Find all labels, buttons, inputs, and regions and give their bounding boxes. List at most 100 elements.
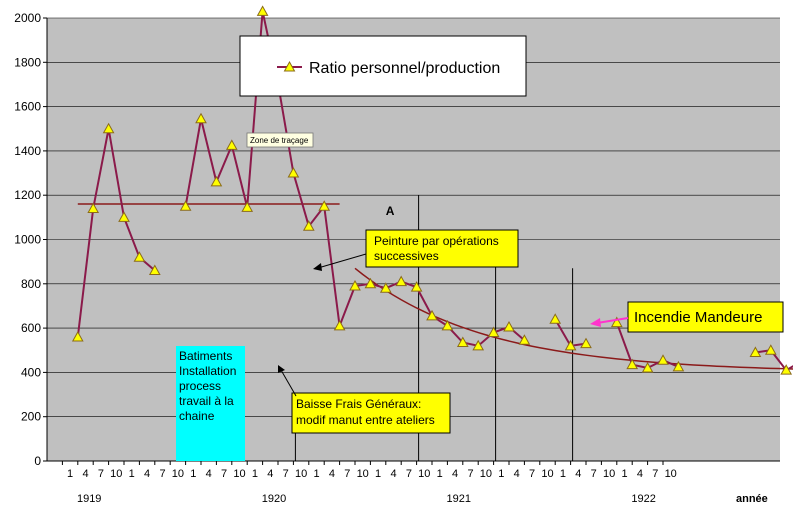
note-baisse-line2: modif manut entre ateliers [296, 413, 435, 427]
y-tick-label: 0 [34, 454, 41, 468]
y-tick-label: 1800 [14, 55, 41, 69]
year-label: 1921 [447, 493, 471, 505]
data-point [349, 279, 361, 291]
y-tick-label: 1200 [14, 188, 41, 202]
arrow-incendie [596, 317, 629, 324]
y-tick-label: 200 [21, 410, 41, 424]
data-point [87, 202, 100, 213]
trend-line [354, 267, 793, 370]
zone-tooltip-text: Zone de traçage [250, 136, 309, 145]
data-point [379, 282, 392, 293]
note-batiments-line3: process [179, 379, 221, 393]
note-baisse: Baisse Frais Généraux: modif manut entre… [291, 392, 451, 434]
data-point [764, 344, 777, 355]
data-point [302, 220, 315, 231]
x-tick-label: 7 [283, 468, 289, 480]
data-point [518, 334, 531, 345]
x-tick-label: 10 [295, 468, 307, 480]
note-batiments: Batiments Installation process travail à… [176, 346, 245, 461]
data-point [395, 275, 408, 287]
note-incendie-text: Incendie Mandeure [634, 309, 762, 326]
data-point [102, 122, 115, 134]
x-tick-label: 10 [110, 468, 122, 480]
x-tick-label: 10 [665, 468, 677, 480]
arrows [278, 253, 629, 397]
y-tick-label: 600 [21, 321, 41, 335]
data-point [780, 364, 793, 375]
data-point [225, 139, 238, 150]
y-tick-label: 1000 [14, 233, 41, 247]
data-point [333, 319, 346, 331]
data-point [456, 336, 469, 347]
data-point [657, 354, 669, 365]
data-point [287, 167, 300, 178]
arrow-baisse-head [278, 365, 285, 373]
x-tick-label: 4 [575, 468, 581, 480]
data-point [549, 313, 562, 324]
y-tick-label: 2000 [14, 11, 41, 25]
x-tick-label: 7 [591, 468, 597, 480]
data-point [364, 277, 377, 289]
data-points [71, 5, 793, 375]
data-point [148, 264, 161, 276]
data-point [118, 211, 130, 222]
x-tick-label: 7 [467, 468, 473, 480]
data-point [503, 320, 515, 332]
x-tick-label: 10 [603, 468, 615, 480]
x-tick-label: 1 [313, 468, 319, 480]
data-point [610, 316, 623, 328]
zone-tooltip: Zone de traçage [246, 132, 314, 148]
data-point [318, 200, 331, 211]
x-tick-label: 4 [144, 468, 150, 480]
data-point [241, 201, 254, 212]
x-tick-label: 10 [172, 468, 184, 480]
x-tick-label: 7 [159, 468, 165, 480]
x-tick-label: 10 [541, 468, 553, 480]
data-point [426, 309, 438, 321]
x-tick-label: 10 [480, 468, 492, 480]
x-tick-label: 7 [406, 468, 412, 480]
x-tick-label: 1 [67, 468, 73, 480]
x-axis-label: année [736, 493, 768, 505]
note-batiments-line4: travail à la [179, 394, 234, 408]
data-point [749, 346, 762, 357]
x-tick-label: 10 [357, 468, 369, 480]
arrow-baisse [280, 369, 297, 397]
trend-labels: ABC [386, 204, 395, 218]
x-tick-label: 7 [529, 468, 535, 480]
y-axis-ticks: 0 200 400 600 800 1000 1200 1400 1600 1800 2000 [14, 11, 47, 468]
arrow-peinture-head [313, 263, 322, 271]
data-point [441, 319, 454, 331]
year-label: 1922 [631, 493, 655, 505]
x-tick-label: 4 [267, 468, 273, 480]
legend-label: Ratio personnel/production [309, 60, 500, 77]
x-tick-label: 4 [390, 468, 396, 480]
data-point [472, 339, 485, 351]
x-tick-label: 1 [621, 468, 627, 480]
year-labels: 19191920192119221923192419251926 [77, 493, 656, 505]
x-tick-label: 7 [221, 468, 227, 480]
y-tick-label: 800 [21, 277, 41, 291]
y-tick-label: 1600 [14, 100, 41, 114]
x-tick-label: 1 [498, 468, 504, 480]
note-peinture-line2: successives [374, 249, 439, 263]
note-peinture-line1: Peinture par opérations [374, 234, 499, 248]
x-tick-label: 4 [329, 468, 335, 480]
y-tick-label: 1400 [14, 144, 41, 158]
note-batiments-line5: chaine [179, 409, 215, 423]
x-tick-label: 1 [190, 468, 196, 480]
note-batiments-line1: Batiments [179, 349, 232, 363]
data-point [626, 358, 639, 370]
note-baisse-line1: Baisse Frais Généraux: [296, 397, 421, 411]
note-incendie: Incendie Mandeure [627, 301, 784, 333]
x-tick-label: 1 [560, 468, 566, 480]
x-tick-label: 4 [82, 468, 88, 480]
x-axis-ticks: 1 4 7 10 1 4 7 10 1 4 7 10 1 4 7 10 1 4 7 10 1 4 7 10 1 4 7 10 1 4 7 10… [61, 461, 677, 480]
data-point [641, 361, 654, 373]
data-point [256, 5, 269, 16]
note-batiments-line2: Installation [179, 364, 236, 378]
x-tick-label: 4 [637, 468, 643, 480]
data-point [71, 330, 84, 342]
data-point [672, 360, 685, 372]
